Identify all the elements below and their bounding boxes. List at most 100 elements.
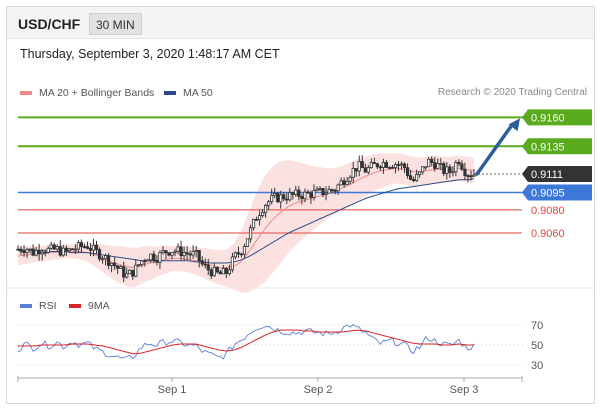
candle <box>110 262 114 273</box>
candle-body <box>140 260 144 266</box>
x-tick-label: Sep 1 <box>158 384 187 396</box>
x-tick-label: Sep 3 <box>450 384 479 396</box>
candle <box>116 264 120 274</box>
candle <box>396 160 401 171</box>
candle <box>291 191 295 200</box>
legend-rsi-ma-swatch <box>69 304 81 308</box>
candle <box>387 166 392 170</box>
candle-body <box>131 269 135 277</box>
forecast-arrow-shaft <box>475 124 513 176</box>
candle-body <box>22 250 26 254</box>
candle <box>327 185 331 194</box>
candle <box>336 183 340 195</box>
candle-body <box>454 162 458 173</box>
chart-header: USD/CHF 30 MIN <box>7 7 594 39</box>
candle <box>70 248 74 251</box>
candle <box>239 252 244 258</box>
candle-body <box>288 192 292 201</box>
candle <box>19 246 23 255</box>
candle <box>31 244 35 257</box>
candle-body <box>396 164 401 166</box>
candle-body <box>70 248 74 251</box>
candle-body <box>161 250 165 254</box>
candle-body <box>155 259 159 263</box>
candle <box>360 155 364 169</box>
candle <box>381 158 386 174</box>
candle <box>405 163 410 179</box>
candle <box>402 162 407 174</box>
candle-body <box>424 166 428 169</box>
legend-rsi-label: RSI <box>39 300 57 312</box>
candle <box>342 177 346 188</box>
candle-body <box>85 246 90 249</box>
candle-body <box>448 166 452 173</box>
candle-body <box>384 162 389 168</box>
candle <box>200 256 204 267</box>
candles-layer <box>16 155 476 282</box>
candle <box>357 155 361 177</box>
timeframe-badge[interactable]: 30 MIN <box>89 13 142 35</box>
candle-body <box>306 191 310 194</box>
candle <box>393 162 398 174</box>
candle <box>333 188 337 195</box>
rsi-tick-70: 70 <box>531 320 543 332</box>
price-tag-shape <box>522 138 592 155</box>
candle-body <box>28 248 32 251</box>
price-tag-shape <box>522 166 592 182</box>
candle-body <box>52 244 56 250</box>
candle-body <box>342 180 346 185</box>
candle-body <box>239 253 244 256</box>
candle <box>34 247 38 257</box>
legend-ma50: MA 50 <box>164 87 213 99</box>
candle-body <box>179 246 183 257</box>
candle <box>424 166 428 170</box>
legend-rsi-ma-label: 9MA <box>88 300 110 312</box>
candle-body <box>436 163 440 169</box>
candle-body <box>427 158 431 168</box>
candle-body <box>73 248 77 251</box>
candle-body <box>282 194 286 200</box>
candle-body <box>242 246 247 255</box>
candle <box>399 161 404 170</box>
candle <box>415 169 419 183</box>
candle <box>254 216 259 221</box>
candle-body <box>197 250 201 262</box>
candle <box>76 240 80 253</box>
candle-body <box>245 238 250 247</box>
candle <box>261 208 265 218</box>
candle-body <box>206 264 210 271</box>
candle-body <box>143 260 147 263</box>
candle <box>146 258 150 262</box>
candle-body <box>463 168 467 177</box>
candle-body <box>215 266 219 273</box>
candle-body <box>336 184 340 192</box>
legend-ma50-label: MA 50 <box>183 87 213 99</box>
candle <box>152 250 156 264</box>
candle <box>203 258 207 269</box>
candle <box>233 251 238 260</box>
candle <box>372 157 376 165</box>
rsi-line <box>17 323 475 360</box>
candle-body <box>149 253 153 261</box>
candle-body <box>158 252 162 263</box>
candle-body <box>390 166 395 169</box>
candle <box>55 244 59 252</box>
candle-body <box>191 251 195 256</box>
candle <box>100 256 105 264</box>
legend-ma50-swatch <box>164 91 176 95</box>
candle <box>436 158 440 170</box>
candle-body <box>279 194 283 203</box>
candle <box>466 173 470 183</box>
candle-body <box>339 180 343 186</box>
candle <box>73 244 77 255</box>
candle <box>164 250 168 259</box>
candle-body <box>469 175 473 178</box>
candle-body <box>49 244 53 249</box>
candle-body <box>366 167 370 173</box>
candle <box>106 253 111 270</box>
candle-body <box>273 192 277 196</box>
candle-body <box>360 161 364 169</box>
candle <box>209 267 213 280</box>
candle-body <box>327 189 331 194</box>
